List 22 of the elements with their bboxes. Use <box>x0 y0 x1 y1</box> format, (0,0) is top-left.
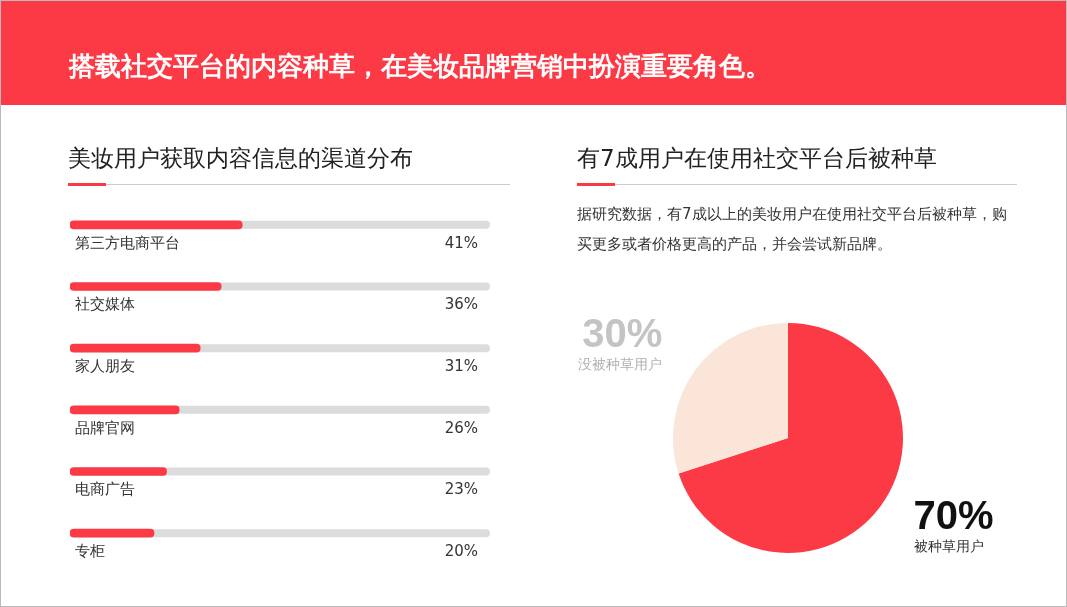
slice-label: 没被种草用户 <box>578 355 663 372</box>
chart-title: 有7成用户在使用社交平台后被种草 <box>577 144 937 173</box>
data-label: 30% <box>582 310 663 355</box>
category-label: 社交媒体 <box>75 295 135 314</box>
data-label: 41% <box>444 233 478 252</box>
chart-subtitle: 据研究数据，有7成以上的美妆用户在使用社交平台后被种草，购买更多或者价格更高的产品，并会尝试新品牌。 <box>577 204 1008 255</box>
data-label: 70% <box>913 493 994 538</box>
data-label: 23% <box>444 480 478 499</box>
category-label: 专柜 <box>75 542 105 561</box>
data-label: 20% <box>444 542 478 561</box>
data-label: 26% <box>444 418 478 437</box>
chart-title: 美妆用户获取内容信息的渠道分布 <box>68 144 413 173</box>
data-label: 31% <box>444 357 478 376</box>
text: 搭载社交平台的内容种草，在美妆品牌营销中扮演重要角色。 <box>69 50 771 83</box>
category-label: 第三方电商平台 <box>75 233 180 252</box>
slice-label: 被种草用户 <box>913 538 984 555</box>
bar <box>70 528 155 538</box>
data-label: 36% <box>444 295 478 314</box>
category-label: 电商广告 <box>75 480 135 499</box>
bar <box>70 467 167 476</box>
category-label: 家人朋友 <box>75 357 135 376</box>
category-label: 品牌官网 <box>75 418 135 437</box>
